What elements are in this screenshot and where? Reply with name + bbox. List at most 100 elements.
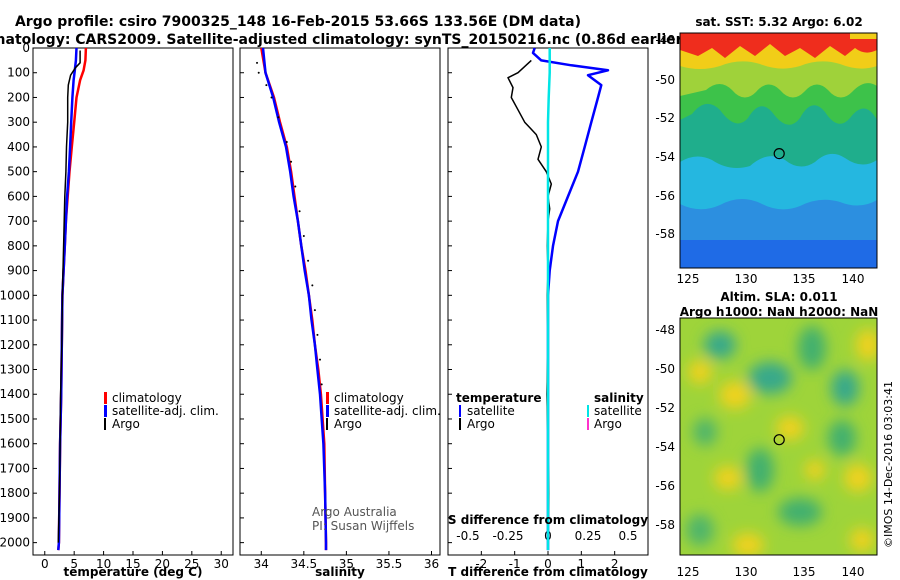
ytick-label: 1200 bbox=[0, 338, 30, 352]
sst-xtick-140: 140 bbox=[842, 272, 865, 286]
credit-line-1: Argo Australia bbox=[312, 505, 397, 519]
xtick-label: 10 bbox=[96, 557, 111, 571]
xtick-label: 5 bbox=[70, 557, 78, 571]
ytick-label: 1000 bbox=[0, 288, 30, 302]
ytick-label: 1300 bbox=[0, 363, 30, 377]
ytick-label: 1400 bbox=[0, 387, 30, 401]
sst-xtick-130: 130 bbox=[735, 272, 758, 286]
argo-salinity-point bbox=[320, 383, 323, 386]
ytick-label: 1100 bbox=[0, 313, 30, 327]
s-diff-tick-label: -0.25 bbox=[492, 529, 523, 543]
legend-title-salinity: salinity bbox=[594, 391, 644, 405]
legend-swatch-s-argo bbox=[587, 418, 589, 430]
s-diff-tick-label: -0.5 bbox=[456, 529, 479, 543]
ytick-label: 0 bbox=[22, 41, 30, 55]
xtick-label: 25 bbox=[184, 557, 199, 571]
ytick-label: 500 bbox=[7, 165, 30, 179]
sla-map-image bbox=[680, 318, 877, 555]
salinity-plot-frame bbox=[239, 47, 441, 556]
ytick-label: 1800 bbox=[0, 486, 30, 500]
sla-ytick-58: -58 bbox=[655, 518, 675, 532]
legend-label-climatology: climatology bbox=[334, 391, 404, 405]
salinity-xlabel: salinity bbox=[315, 565, 365, 579]
legend-swatch-satellite bbox=[326, 405, 329, 417]
legend-swatch-satellite bbox=[104, 405, 107, 417]
temperature-plot-frame bbox=[32, 47, 234, 556]
sla-xtick-135: 135 bbox=[793, 565, 816, 579]
ytick-label: 100 bbox=[7, 66, 30, 80]
ytick-label: 700 bbox=[7, 214, 30, 228]
sla-ytick-52: -52 bbox=[655, 401, 675, 415]
argo-salinity-point bbox=[285, 140, 288, 143]
sst-ytick-56: -56 bbox=[655, 189, 675, 203]
ytick-label: 400 bbox=[7, 140, 30, 154]
series-line-satellite bbox=[531, 47, 610, 551]
sla-map-title: Altim. SLA: 0.011 bbox=[720, 290, 837, 304]
xtick-label: 35.5 bbox=[376, 557, 403, 571]
legend-label-argo: Argo bbox=[334, 417, 362, 431]
salinity-marks: 34 34.5 35 35.5 36 bbox=[240, 47, 439, 571]
salinity-panel: 34 34.5 35 35.5 36 salinity climatology sate… bbox=[239, 47, 441, 579]
sla-ytick-54: -54 bbox=[655, 440, 675, 454]
sst-map-float-marker bbox=[773, 148, 785, 160]
sst-map-title: sat. SST: 5.32 Argo: 6.02 bbox=[695, 15, 862, 29]
legend-swatch-climatology bbox=[104, 392, 107, 404]
temperature-xlabel: temperature (deg C) bbox=[64, 565, 203, 579]
sla-map-axes: 125 130 135 140 -48 -50 -52 -54 -56 -58 bbox=[655, 323, 864, 579]
legend-label-climatology: climatology bbox=[112, 391, 182, 405]
difference-marks: -2 -1 0 1 2-0.5 -0.25 0 0.25 0.5 bbox=[448, 47, 638, 571]
sla-ytick-48: -48 bbox=[655, 323, 675, 337]
sla-xtick-130: 130 bbox=[735, 565, 758, 579]
sst-map-frame bbox=[679, 32, 878, 269]
temperature-marks: 0100200300400500600700800900100011001200… bbox=[0, 41, 229, 571]
figure-title: Argo profile: csiro 7900325_148 16-Feb-2… bbox=[15, 14, 581, 30]
legend-title-temperature: temperature bbox=[456, 391, 541, 405]
legend-label-satellite: satellite-adj. clim. bbox=[334, 404, 441, 418]
xtick-label: 15 bbox=[125, 557, 140, 571]
legend-label-argo: Argo bbox=[112, 417, 140, 431]
ytick-label: 1900 bbox=[0, 511, 30, 525]
xtick-label: 2 bbox=[611, 557, 619, 571]
temperature-panel: 0100200300400500600700800900100011001200… bbox=[0, 41, 234, 579]
series-line-satellite bbox=[546, 48, 551, 551]
sst-map-image bbox=[680, 33, 877, 268]
argo-salinity-point bbox=[277, 116, 280, 119]
sst-ytick-52: -52 bbox=[655, 111, 675, 125]
xtick-label: 36 bbox=[424, 557, 439, 571]
imos-watermark: ©IMOS 14-Dec-2016 03:03:41 bbox=[882, 381, 895, 548]
legend-label-s-satellite: satellite bbox=[594, 404, 642, 418]
difference-legend: temperature satellite Argo salinity sate… bbox=[456, 391, 644, 431]
sst-ytick-50: -50 bbox=[655, 73, 675, 87]
ytick-label: 600 bbox=[7, 189, 30, 203]
sst-map-axes: 125 130 135 140 -48 -50 -52 -54 -56 -58 bbox=[655, 33, 864, 286]
argo-salinity-point bbox=[302, 234, 305, 237]
difference-xlabel: T difference from climatology bbox=[448, 565, 648, 579]
argo-salinity-point bbox=[270, 96, 273, 99]
xtick-label: 0 bbox=[41, 557, 49, 571]
sla-xtick-125: 125 bbox=[677, 565, 700, 579]
sla-map-frame bbox=[679, 317, 878, 556]
argo-salinity-point bbox=[265, 84, 268, 87]
credit-line-2: PI: Susan Wijffels bbox=[312, 519, 414, 533]
series-line-satellite-adj-clim- bbox=[261, 47, 328, 551]
s-diff-tick-label: 0.5 bbox=[618, 529, 637, 543]
ytick-label: 1700 bbox=[0, 461, 30, 475]
ytick-label: 1500 bbox=[0, 412, 30, 426]
legend-swatch-s-satellite bbox=[587, 405, 589, 417]
xtick-label: 20 bbox=[155, 557, 170, 571]
series-line-argo bbox=[57, 50, 81, 543]
sst-xtick-135: 135 bbox=[793, 272, 816, 286]
ytick-label: 900 bbox=[7, 264, 30, 278]
xtick-label: 34.5 bbox=[290, 557, 317, 571]
sst-ytick-48: -48 bbox=[655, 33, 675, 47]
xtick-label: -1 bbox=[509, 557, 521, 571]
xtick-label: 1 bbox=[578, 557, 586, 571]
argo-salinity-point bbox=[256, 61, 259, 64]
argo-salinity-point bbox=[257, 71, 260, 74]
sla-ytick-50: -50 bbox=[655, 362, 675, 376]
sst-xtick-125: 125 bbox=[677, 272, 700, 286]
legend-label-t-satellite: satellite bbox=[467, 404, 515, 418]
sst-ytick-58: -58 bbox=[655, 227, 675, 241]
argo-salinity-point bbox=[298, 210, 301, 213]
